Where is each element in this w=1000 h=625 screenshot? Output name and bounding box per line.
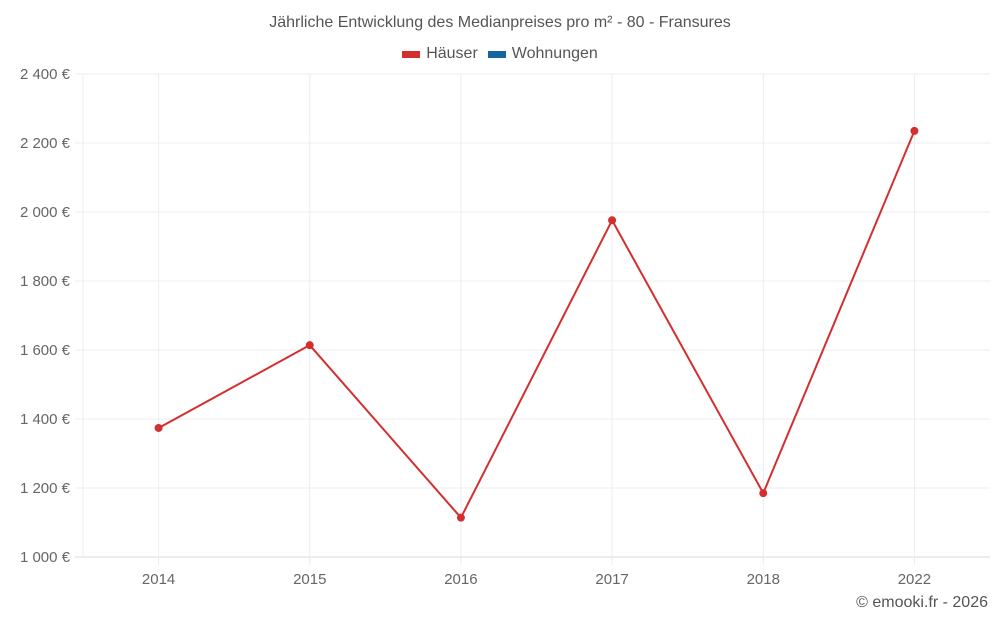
y-axis: 1 000 € 1 200 € 1 400 € 1 600 € 1 800 € 2 000… (20, 66, 71, 566)
x-tick-label: 2017 (595, 571, 628, 588)
legend-swatch-wohnungen (487, 50, 506, 58)
x-tick-label: 2016 (444, 571, 477, 588)
x-tick-label: 2014 (142, 571, 175, 588)
legend-label-haeuser: Häuser (426, 45, 478, 62)
legend-item-haeuser[interactable]: Häuser (402, 45, 478, 63)
y-tick-label: 1 400 € (20, 411, 71, 428)
x-tick-label: 2018 (747, 571, 780, 588)
data-point[interactable] (608, 216, 617, 225)
y-tick-label: 1 800 € (20, 273, 71, 290)
y-tick-label: 2 000 € (20, 204, 71, 221)
chart-title: Jährliche Entwicklung des Medianpreises … (269, 14, 731, 31)
data-point[interactable] (759, 489, 768, 498)
x-axis: 2014 2015 2016 2017 2018 2022 (142, 571, 931, 588)
series-haeuser (154, 126, 919, 522)
legend: Häuser Wohnungen (0, 45, 1000, 63)
legend-item-wohnungen[interactable]: Wohnungen (487, 45, 598, 63)
y-tick-label: 2 200 € (20, 135, 71, 152)
gridlines (75, 73, 990, 565)
y-tick-label: 2 400 € (20, 66, 71, 83)
y-tick-label: 1 000 € (20, 549, 71, 566)
data-point[interactable] (305, 341, 314, 350)
copyright-credit: © emooki.fr - 2026 (856, 594, 988, 611)
y-tick-label: 1 200 € (20, 480, 71, 497)
legend-swatch-haeuser (402, 50, 421, 58)
x-tick-label: 2022 (898, 571, 931, 588)
x-tick-label: 2015 (293, 571, 326, 588)
y-tick-label: 1 600 € (20, 342, 71, 359)
data-point[interactable] (154, 423, 163, 432)
data-point[interactable] (910, 126, 919, 135)
data-point[interactable] (456, 513, 465, 522)
series-line (158, 130, 916, 519)
legend-label-wohnungen: Wohnungen (511, 45, 598, 62)
